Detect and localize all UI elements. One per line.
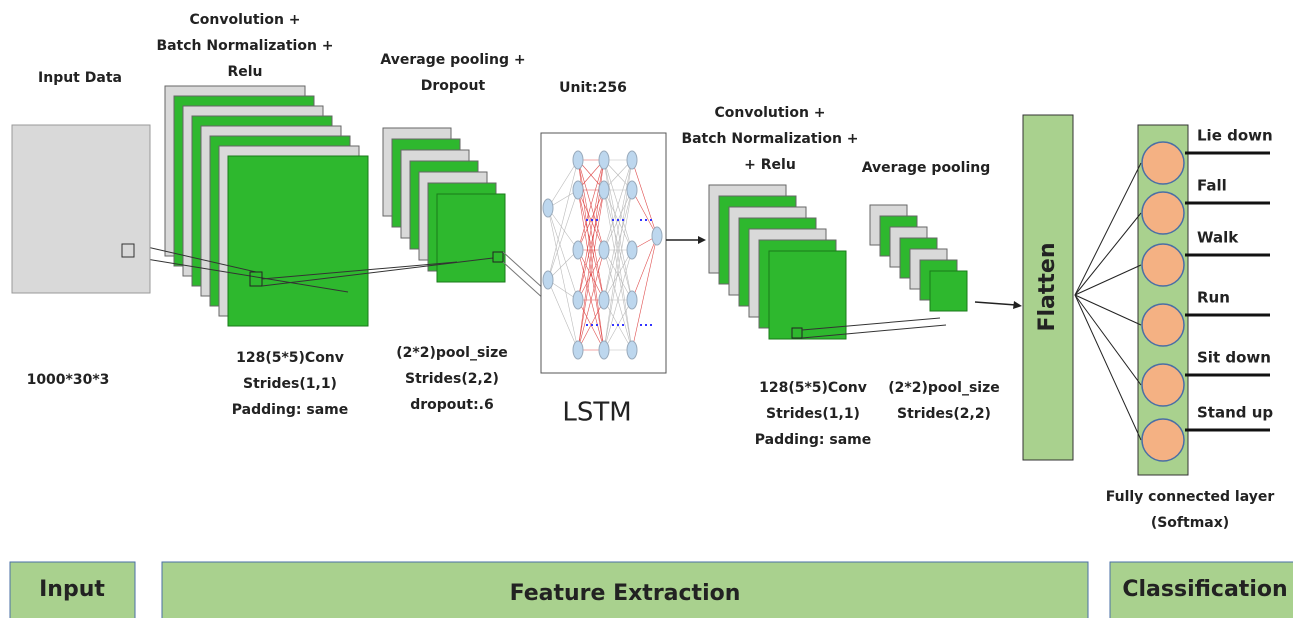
neuron bbox=[1142, 364, 1184, 406]
conv1-param: Padding: same bbox=[232, 402, 349, 418]
arrow-head bbox=[1013, 301, 1022, 309]
lstm-units: Unit:256 bbox=[559, 80, 627, 96]
class-label: Fall bbox=[1197, 177, 1227, 195]
input-title: Input Data bbox=[38, 70, 122, 86]
pool1-title: Average pooling + bbox=[380, 52, 525, 68]
stage-label: Feature Extraction bbox=[510, 581, 741, 606]
class-label: Sit down bbox=[1197, 349, 1271, 367]
conv2-title: Batch Normalization + bbox=[681, 131, 858, 147]
conv2-param: Strides(1,1) bbox=[766, 406, 860, 422]
feature-map bbox=[228, 156, 368, 326]
input-dims: 1000*30*3 bbox=[27, 372, 110, 388]
conv2-title: Convolution + bbox=[714, 105, 825, 121]
conv2-param: 128(5*5)Conv bbox=[759, 380, 867, 396]
lstm-node bbox=[599, 291, 609, 309]
lstm-node bbox=[573, 341, 583, 359]
conv1-title: Convolution + bbox=[189, 12, 300, 28]
connector bbox=[1075, 295, 1141, 385]
kernel-square bbox=[122, 244, 134, 257]
connector bbox=[503, 252, 545, 290]
lstm-node bbox=[627, 181, 637, 199]
lstm-node bbox=[599, 151, 609, 169]
connector bbox=[1075, 265, 1141, 295]
pool1-title: Dropout bbox=[421, 78, 486, 94]
arrow-head bbox=[698, 236, 706, 244]
fc-caption: (Softmax) bbox=[1151, 515, 1229, 531]
lstm-node bbox=[627, 291, 637, 309]
input-box bbox=[12, 125, 150, 293]
lstm-node bbox=[599, 181, 609, 199]
lstm-node bbox=[573, 151, 583, 169]
feature-map bbox=[437, 194, 505, 282]
pool2-title: Average pooling bbox=[862, 160, 991, 176]
class-label: Lie down bbox=[1197, 127, 1273, 145]
lstm-node bbox=[627, 241, 637, 259]
neuron bbox=[1142, 244, 1184, 286]
connector bbox=[503, 262, 545, 300]
class-label: Walk bbox=[1197, 229, 1239, 247]
conv1-title: Batch Normalization + bbox=[156, 38, 333, 54]
lstm-node bbox=[599, 341, 609, 359]
neuron bbox=[1142, 142, 1184, 184]
lstm-node bbox=[543, 199, 553, 217]
stage-label: Classification bbox=[1122, 577, 1287, 602]
lstm-node bbox=[627, 341, 637, 359]
class-label: Run bbox=[1197, 289, 1230, 307]
conv1-title: Relu bbox=[227, 64, 262, 80]
class-label: Stand up bbox=[1197, 404, 1273, 422]
lstm-node bbox=[543, 271, 553, 289]
pool1-param: dropout:.6 bbox=[410, 397, 494, 413]
pool2-param: Strides(2,2) bbox=[897, 406, 991, 422]
conv2-param: Padding: same bbox=[755, 432, 872, 448]
pool1-param: Strides(2,2) bbox=[405, 371, 499, 387]
connector bbox=[1075, 295, 1141, 325]
pool1-param: (2*2)pool_size bbox=[396, 345, 507, 361]
lstm-node bbox=[573, 181, 583, 199]
stage-label: Input bbox=[39, 577, 105, 602]
pool2-param: (2*2)pool_size bbox=[888, 380, 999, 396]
diagram: Input Data 1000*30*3 Convolution + Batch… bbox=[0, 0, 1293, 618]
conv2-title: + Relu bbox=[744, 157, 796, 173]
connector bbox=[1075, 295, 1141, 440]
connector bbox=[1075, 213, 1141, 295]
connector bbox=[1075, 163, 1141, 295]
lstm-node bbox=[627, 151, 637, 169]
fc-caption: Fully connected layer bbox=[1106, 489, 1275, 505]
feature-map bbox=[930, 271, 967, 311]
lstm-node bbox=[573, 241, 583, 259]
lstm-node bbox=[599, 241, 609, 259]
arrow bbox=[975, 302, 1016, 305]
feature-map bbox=[769, 251, 846, 339]
flatten-label: Flatten bbox=[1035, 242, 1060, 331]
conv1-param: Strides(1,1) bbox=[243, 376, 337, 392]
lstm-label: LSTM bbox=[562, 398, 631, 428]
neuron bbox=[1142, 304, 1184, 346]
conv1-param: 128(5*5)Conv bbox=[236, 350, 344, 366]
neuron bbox=[1142, 419, 1184, 461]
lstm-node bbox=[573, 291, 583, 309]
neuron bbox=[1142, 192, 1184, 234]
lstm-node bbox=[652, 227, 662, 245]
